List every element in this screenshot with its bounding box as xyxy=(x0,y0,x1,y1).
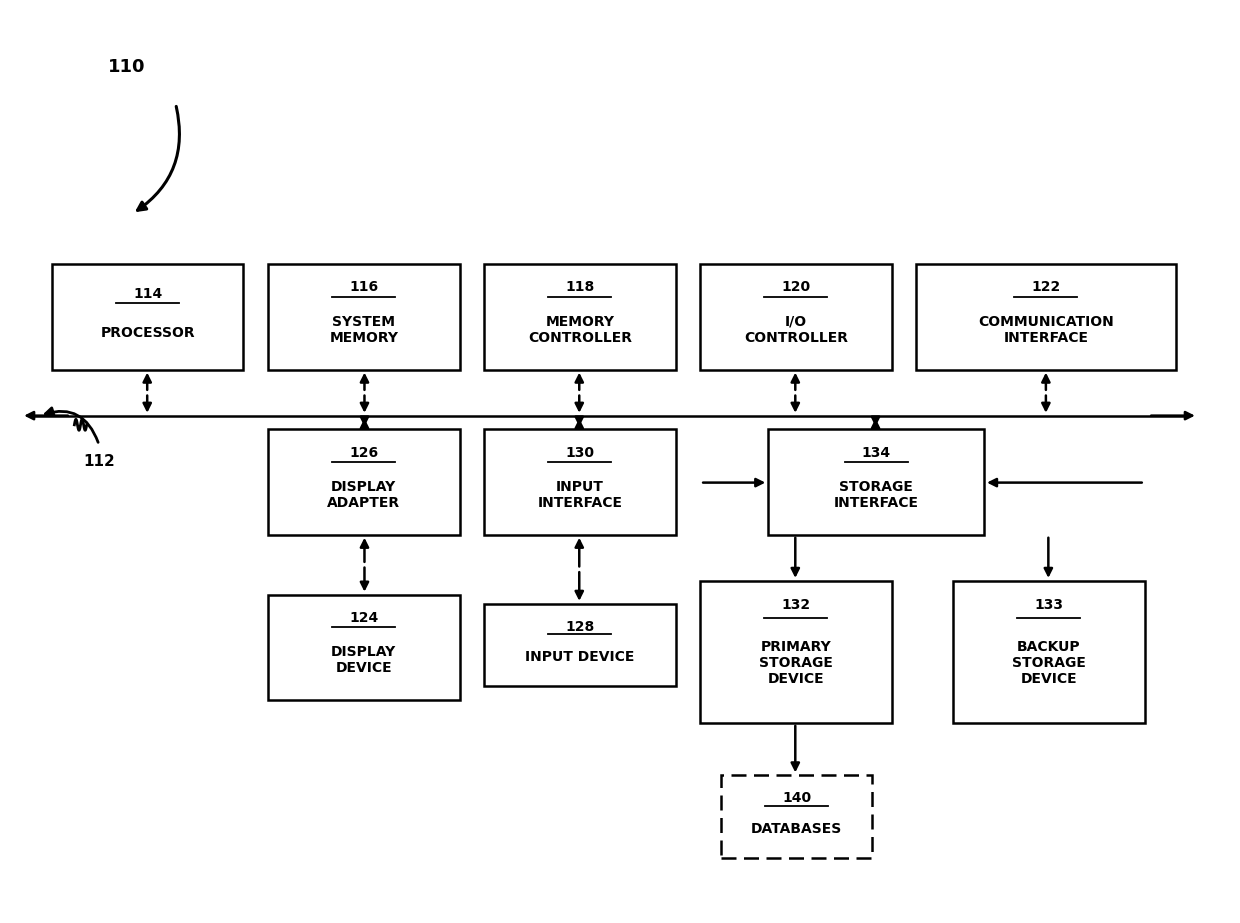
Bar xyxy=(52,264,243,370)
Text: MEMORY
CONTROLLER: MEMORY CONTROLLER xyxy=(528,315,632,345)
Bar xyxy=(701,264,892,370)
Text: 130: 130 xyxy=(565,446,594,460)
Text: 110: 110 xyxy=(108,58,145,76)
Bar xyxy=(268,594,460,700)
Text: 114: 114 xyxy=(133,287,162,301)
Bar xyxy=(768,429,985,535)
Text: PRIMARY
STORAGE
DEVICE: PRIMARY STORAGE DEVICE xyxy=(759,640,833,687)
Text: 128: 128 xyxy=(565,620,594,634)
Text: 132: 132 xyxy=(781,598,811,612)
Text: 120: 120 xyxy=(781,281,811,294)
Text: I/O
CONTROLLER: I/O CONTROLLER xyxy=(744,315,848,345)
Text: STORAGE
INTERFACE: STORAGE INTERFACE xyxy=(833,480,919,509)
Text: 134: 134 xyxy=(862,446,890,460)
Bar xyxy=(484,429,676,535)
Bar xyxy=(484,604,676,687)
Bar xyxy=(722,775,872,857)
Text: 140: 140 xyxy=(782,791,811,806)
Text: 112: 112 xyxy=(83,454,115,469)
Bar xyxy=(484,264,676,370)
Text: 116: 116 xyxy=(350,281,378,294)
Text: PROCESSOR: PROCESSOR xyxy=(100,326,195,340)
Text: BACKUP
STORAGE
DEVICE: BACKUP STORAGE DEVICE xyxy=(1012,640,1086,687)
Text: 118: 118 xyxy=(565,281,594,294)
Bar xyxy=(701,581,892,723)
Text: INPUT DEVICE: INPUT DEVICE xyxy=(526,651,635,665)
Bar xyxy=(954,581,1145,723)
Text: 122: 122 xyxy=(1032,281,1060,294)
Bar xyxy=(268,264,460,370)
Text: DISPLAY
ADAPTER: DISPLAY ADAPTER xyxy=(327,480,401,509)
Text: COMMUNICATION
INTERFACE: COMMUNICATION INTERFACE xyxy=(978,315,1114,345)
Text: 133: 133 xyxy=(1034,598,1064,612)
Text: DISPLAY
DEVICE: DISPLAY DEVICE xyxy=(331,645,397,675)
Text: SYSTEM
MEMORY: SYSTEM MEMORY xyxy=(330,315,398,345)
Text: 126: 126 xyxy=(350,446,378,460)
Bar xyxy=(916,264,1176,370)
Text: INPUT
INTERFACE: INPUT INTERFACE xyxy=(537,480,622,509)
Text: DATABASES: DATABASES xyxy=(751,822,842,836)
Bar xyxy=(268,429,460,535)
Text: 124: 124 xyxy=(350,611,378,625)
